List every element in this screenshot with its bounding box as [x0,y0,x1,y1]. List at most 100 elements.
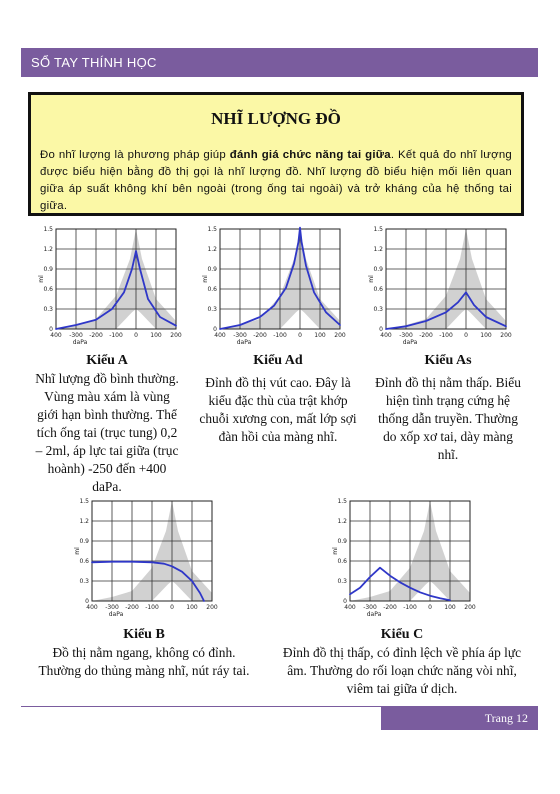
y-axis-label: ml [38,275,45,283]
footer-line [21,706,538,707]
x-axis-label: daPa [237,339,252,346]
y-tick-label: 0.6 [337,558,347,565]
y-tick-label: 0.6 [79,558,89,565]
intro-title: NHĨ LƯỢNG ĐỒ [211,109,341,128]
x-tick-label: -300 [399,332,413,339]
y-tick-label: 0.3 [43,306,53,313]
x-tick-label: -100 [403,604,417,611]
intro-body: Đo nhĩ lượng là phương pháp giúp đánh gi… [40,147,512,215]
x-tick-label: 200 [500,332,512,339]
caption-text: Đỉnh đồ thị vút cao. Đây là kiểu đặc thù… [199,375,357,444]
y-tick-label: 0 [379,326,383,333]
y-tick-label: 1.2 [337,518,347,525]
x-tick-label: -200 [125,604,139,611]
caption-text: Nhĩ lượng đồ bình thường. Vùng màu xám l… [35,371,179,494]
tympanogram-curve [91,560,205,602]
intro-body-start: Đo nhĩ lượng là phương pháp giúp [40,149,230,161]
y-axis-label: ml [368,275,375,283]
tympanogram-curve [349,566,451,602]
y-tick-label: 0.6 [207,286,217,293]
caption-text: Đồ thị nằm ngang, không có đỉnh. Thường … [38,645,250,678]
x-tick-label: -100 [273,332,287,339]
caption-title: Kiểu B [123,627,165,642]
y-tick-label: 0.9 [207,266,217,273]
y-tick-label: 1.2 [207,246,217,253]
x-tick-label: 400 [50,332,62,339]
page-number: Trang 12 [484,711,528,725]
x-tick-label: 100 [444,604,456,611]
x-tick-label: -300 [363,604,377,611]
x-tick-label: 400 [86,604,98,611]
y-tick-label: 0 [343,598,347,605]
x-tick-label: 200 [464,604,476,611]
x-tick-label: 0 [298,332,302,339]
y-tick-label: 1.5 [207,226,217,233]
x-tick-label: 0 [428,604,432,611]
y-tick-label: 1.5 [43,226,53,233]
normal-range-area [350,501,470,601]
plot-frame [219,228,341,330]
y-tick-label: 1.2 [43,246,53,253]
x-tick-label: -200 [253,332,267,339]
tympanogram-type-c: 1.5 1.2 0.9 0.6 0.3 0 400 -300 -200 -100 0 100 200 ml… [330,498,480,623]
tympanogram-type-a: 1.5 1.2 0.9 0.6 0.3 0 400 -300 -200 -100 0 100 200 ml… [36,226,186,351]
header-bar: SỔ TAY THÍNH HỌC [21,48,538,77]
header-title: SỔ TAY THÍNH HỌC [31,55,157,70]
x-axis-label: daPa [109,611,124,618]
y-tick-label: 0.6 [43,286,53,293]
x-tick-label: 200 [170,332,182,339]
intro-body-rest: . Kết quả đo nhĩ lượng được biểu hiện bằ… [40,149,512,212]
x-tick-label: 100 [314,332,326,339]
y-tick-label: 0.9 [373,266,383,273]
caption-text: Đỉnh đồ thị nằm thấp. Biểu hiện tình trạ… [375,375,521,462]
x-tick-label: 0 [170,604,174,611]
x-tick-label: -200 [383,604,397,611]
y-tick-label: 0.3 [79,578,89,585]
x-tick-label: 400 [380,332,392,339]
tympanogram-curve [55,250,177,330]
plot-frame [349,500,471,602]
y-tick-label: 0 [213,326,217,333]
x-tick-label: 400 [214,332,226,339]
x-axis-label: daPa [403,339,418,346]
x-tick-label: 100 [186,604,198,611]
normal-range-area [220,229,340,329]
plot-frame [55,228,177,330]
x-tick-label: -200 [89,332,103,339]
tympanogram-type-ad: 1.5 1.2 0.9 0.6 0.3 0 400 -300 -200 -100 0 100 200 ml… [200,226,350,351]
y-tick-label: 0.3 [207,306,217,313]
tympanogram-type-b: 1.5 1.2 0.9 0.6 0.3 0 400 -300 -200 -100 0 100 200 ml… [72,498,222,623]
y-axis-label: ml [332,547,339,555]
y-tick-label: 1.5 [337,498,347,505]
y-tick-label: 1.5 [79,498,89,505]
y-tick-label: 0.9 [79,538,89,545]
intro-body-emphasis: đánh giá chức năng tai giữa [229,149,391,161]
x-tick-label: 200 [206,604,218,611]
x-tick-label: 200 [334,332,346,339]
normal-range-area [386,229,506,329]
tympanogram-curve [219,226,341,330]
tympanogram-type-as: 1.5 1.2 0.9 0.6 0.3 0 400 -300 -200 -100 0 100 200 ml… [366,226,516,351]
y-tick-label: 0.3 [337,578,347,585]
y-tick-label: 0.3 [373,306,383,313]
plot-frame [91,500,213,602]
x-tick-label: 100 [480,332,492,339]
x-tick-label: -300 [105,604,119,611]
x-tick-label: -300 [233,332,247,339]
x-tick-label: 0 [134,332,138,339]
x-tick-label: 100 [150,332,162,339]
y-tick-label: 1.2 [373,246,383,253]
y-tick-label: 0.9 [43,266,53,273]
x-tick-label: -200 [419,332,433,339]
caption-title: Kiểu A [86,353,128,368]
x-tick-label: -300 [69,332,83,339]
x-tick-label: 400 [344,604,356,611]
y-tick-label: 0.9 [337,538,347,545]
normal-range-area [56,229,176,329]
y-tick-label: 0 [49,326,53,333]
y-tick-label: 0.6 [373,286,383,293]
